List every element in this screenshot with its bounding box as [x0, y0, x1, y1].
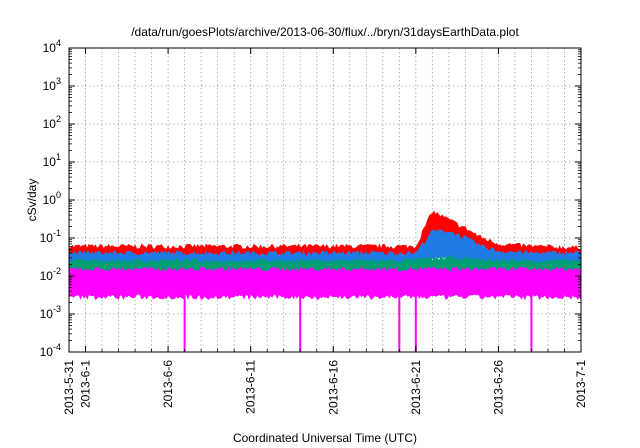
y-tick-label: 10-2 — [40, 266, 61, 283]
x-axis-title: Coordinated Universal Time (UTC) — [233, 431, 417, 445]
y-tick-label: 103 — [43, 76, 61, 93]
x-tick-label: 2013-6-16 — [326, 360, 340, 415]
y-tick-label: 104 — [43, 38, 61, 55]
series-dip — [183, 295, 186, 352]
plot-area — [68, 210, 582, 352]
y-tick-label: 10-1 — [40, 228, 61, 245]
series-band-1 — [68, 210, 582, 260]
x-tick-label: 2013-6-1 — [79, 360, 93, 408]
y-tick-label: 101 — [43, 152, 61, 169]
grid — [69, 48, 581, 352]
y-axis-title: cSv/day — [25, 179, 39, 222]
y-tick-label: 102 — [43, 114, 61, 131]
y-tick-label: 100 — [43, 190, 61, 207]
x-tick-label: 2013-5-31 — [62, 360, 76, 415]
x-tick-label: 2013-6-26 — [491, 360, 505, 415]
series-dip — [398, 295, 401, 352]
x-tick-label: 2013-6-21 — [409, 360, 423, 415]
series-dip — [299, 295, 302, 352]
chart-title: /data/run/goesPlots/archive/2013-06-30/f… — [131, 25, 519, 39]
y-tick-label: 10-4 — [40, 342, 61, 359]
series-band-4 — [68, 266, 582, 301]
axes: 10-4 10-3 10-2 10-1 100 101 102 103 104 2013-5-31… — [40, 38, 588, 415]
x-tick-label: 2013-7-1 — [574, 360, 588, 408]
x-tick-label: 2013-6-6 — [161, 360, 175, 408]
x-tick-label: 2013-6-11 — [244, 360, 258, 414]
series-dip — [530, 295, 533, 352]
series-dip — [414, 295, 417, 352]
y-tick-label: 10-3 — [40, 304, 61, 321]
